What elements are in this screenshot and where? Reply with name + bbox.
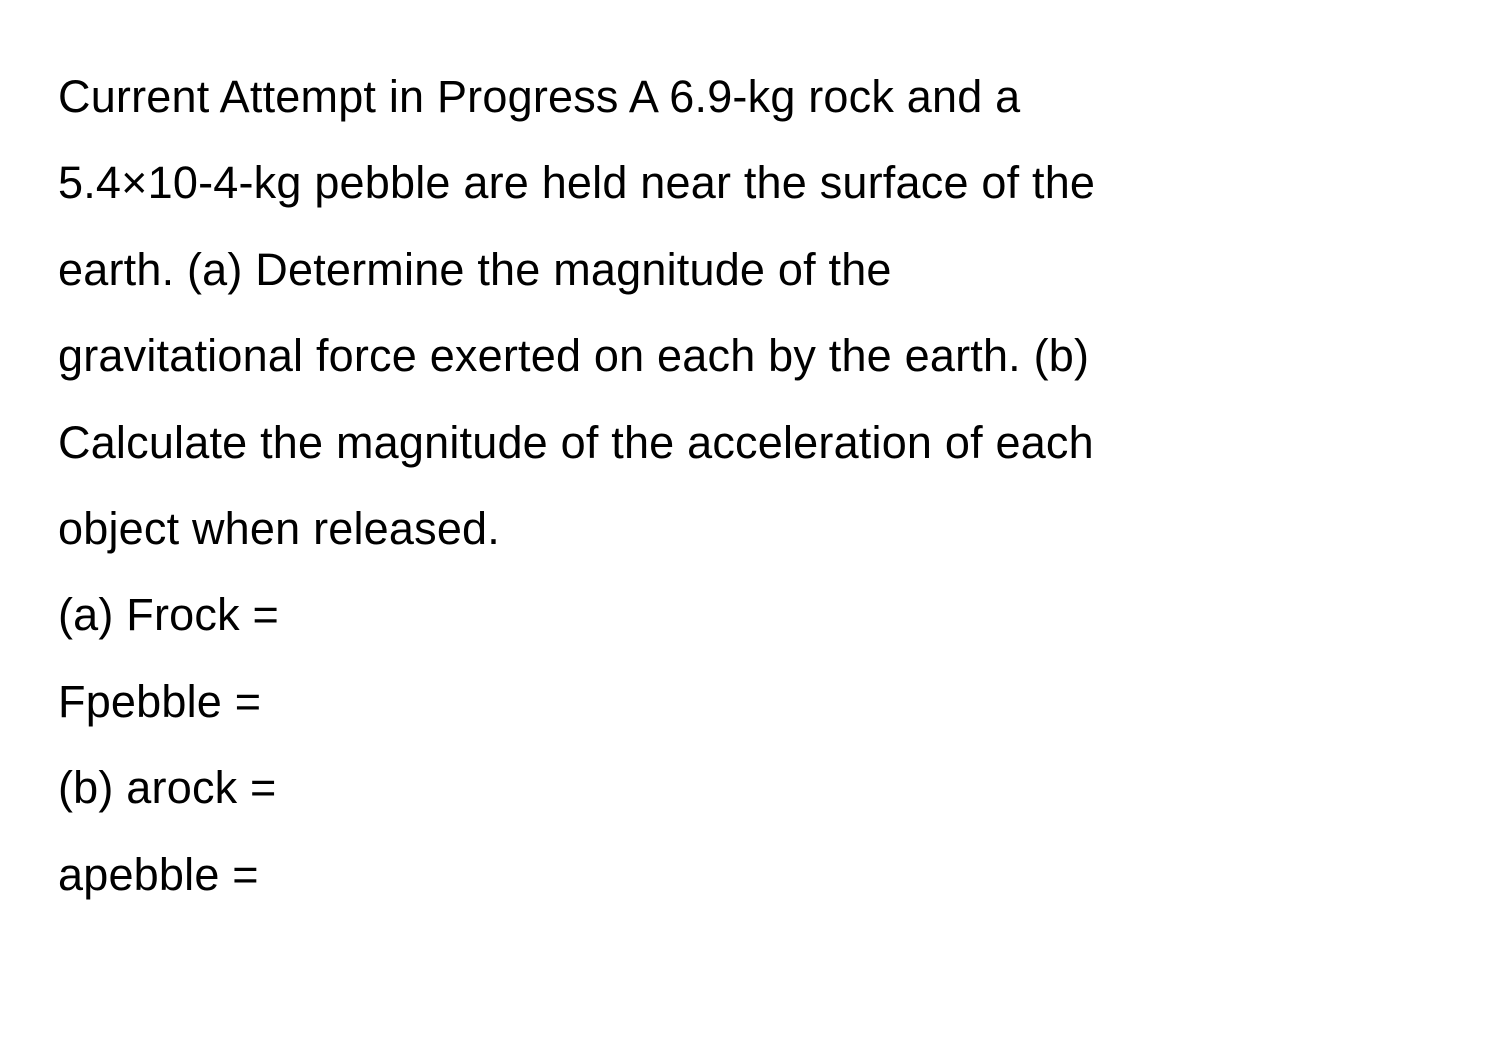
text-line-10: apebble = xyxy=(58,832,1442,918)
text-line-8: Fpebble = xyxy=(58,659,1442,745)
text-line-5: Calculate the magnitude of the accelerat… xyxy=(58,400,1442,486)
text-line-6: object when released. xyxy=(58,486,1442,572)
text-line-9: (b) arock = xyxy=(58,745,1442,831)
text-line-3: earth. (a) Determine the magnitude of th… xyxy=(58,227,1442,313)
text-line-4: gravitational force exerted on each by t… xyxy=(58,313,1442,399)
document-page: Current Attempt in Progress A 6.9-kg roc… xyxy=(0,0,1500,1040)
text-line-2: 5.4×10-4-kg pebble are held near the sur… xyxy=(58,140,1442,226)
text-line-1: Current Attempt in Progress A 6.9-kg roc… xyxy=(58,54,1442,140)
text-line-7: (a) Frock = xyxy=(58,572,1442,658)
